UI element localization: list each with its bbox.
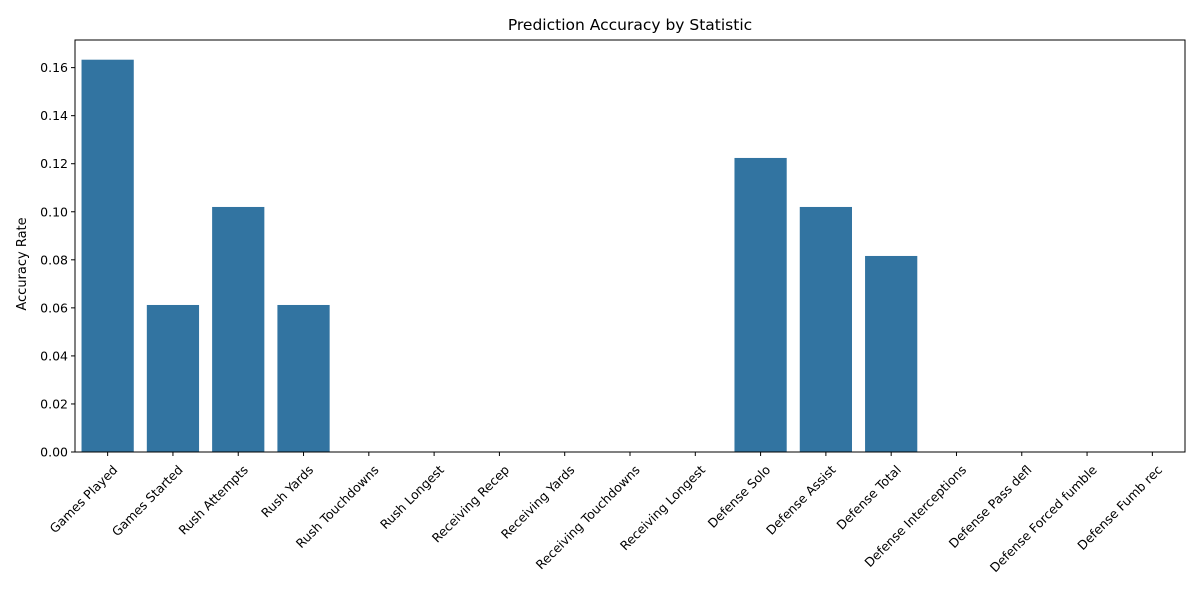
y-axis: 0.00 0.02 0.04 0.06 0.08 0.10 0.12 0.14 0.16 bbox=[40, 60, 75, 460]
bar bbox=[212, 206, 265, 452]
y-tick-label: 0.04 bbox=[40, 348, 68, 363]
x-tick-label: Games Played bbox=[47, 462, 121, 536]
x-tick-label: Rush Attempts bbox=[175, 462, 251, 538]
x-tick-label: Rush Longest bbox=[377, 462, 447, 532]
chart-title: Prediction Accuracy by Statistic bbox=[508, 16, 752, 34]
y-tick-label: 0.10 bbox=[40, 204, 68, 219]
y-tick-label: 0.12 bbox=[40, 156, 68, 171]
y-axis-label: Accuracy Rate bbox=[15, 217, 30, 310]
y-tick-label: 0.00 bbox=[40, 445, 68, 460]
y-tick-label: 0.16 bbox=[40, 60, 68, 75]
bar bbox=[865, 255, 918, 452]
bars bbox=[81, 59, 918, 452]
x-tick-label: Defense Assist bbox=[763, 462, 839, 538]
bar bbox=[734, 157, 787, 452]
x-tick-label: Rush Yards bbox=[258, 462, 316, 520]
x-tick-label: Defense Forced fumble bbox=[987, 462, 1100, 575]
x-tick-label: Defense Total bbox=[833, 462, 904, 533]
y-tick-label: 0.08 bbox=[40, 252, 68, 267]
bar bbox=[81, 59, 134, 452]
bar bbox=[146, 304, 200, 452]
y-tick-label: 0.14 bbox=[40, 108, 68, 123]
plot-frame bbox=[74, 39, 1186, 453]
bar bbox=[277, 304, 330, 452]
y-tick-label: 0.02 bbox=[40, 396, 68, 411]
x-tick-label: Defense Solo bbox=[705, 462, 774, 531]
x-tick-label: Games Started bbox=[109, 462, 186, 539]
bar bbox=[799, 206, 852, 452]
y-tick-label: 0.06 bbox=[40, 300, 68, 315]
